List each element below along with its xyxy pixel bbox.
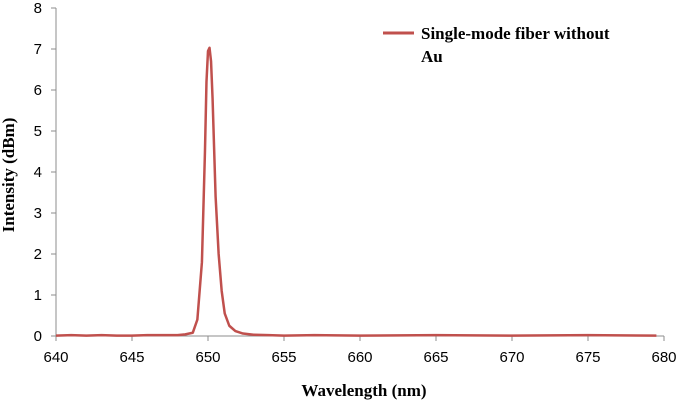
legend-label-line-2: Au xyxy=(421,47,443,66)
x-tick-label: 680 xyxy=(651,349,676,366)
x-tick-label: 650 xyxy=(195,349,220,366)
x-axis-title: Wavelength (nm) xyxy=(301,381,426,400)
y-tick-label: 4 xyxy=(34,164,42,181)
x-axis-ticks: 640 645 650 655 660 665 670 675 680 xyxy=(43,336,677,366)
x-tick-label: 675 xyxy=(575,349,600,366)
y-tick-label: 0 xyxy=(34,328,42,345)
x-tick-label: 645 xyxy=(119,349,144,366)
x-tick-label: 670 xyxy=(499,349,524,366)
x-tick-label: 665 xyxy=(423,349,448,366)
y-tick-label: 6 xyxy=(34,82,42,99)
y-axis-ticks: 0 1 2 3 4 5 6 7 8 xyxy=(34,0,56,345)
y-axis-title: Intensity (dBm) xyxy=(0,118,18,233)
legend: Single-mode fiber without Au xyxy=(383,24,610,66)
y-tick-label: 5 xyxy=(34,123,42,140)
y-tick-label: 1 xyxy=(34,287,42,304)
series-group xyxy=(55,46,657,337)
y-tick-label: 7 xyxy=(34,41,42,58)
y-tick-label: 8 xyxy=(34,0,42,17)
series-line-0 xyxy=(55,46,657,337)
legend-label-line-1: Single-mode fiber without xyxy=(421,24,610,43)
x-tick-label: 660 xyxy=(347,349,372,366)
x-tick-label: 640 xyxy=(43,349,68,366)
y-tick-label: 3 xyxy=(34,205,42,222)
y-tick-label: 2 xyxy=(34,246,42,263)
x-tick-label: 655 xyxy=(271,349,296,366)
